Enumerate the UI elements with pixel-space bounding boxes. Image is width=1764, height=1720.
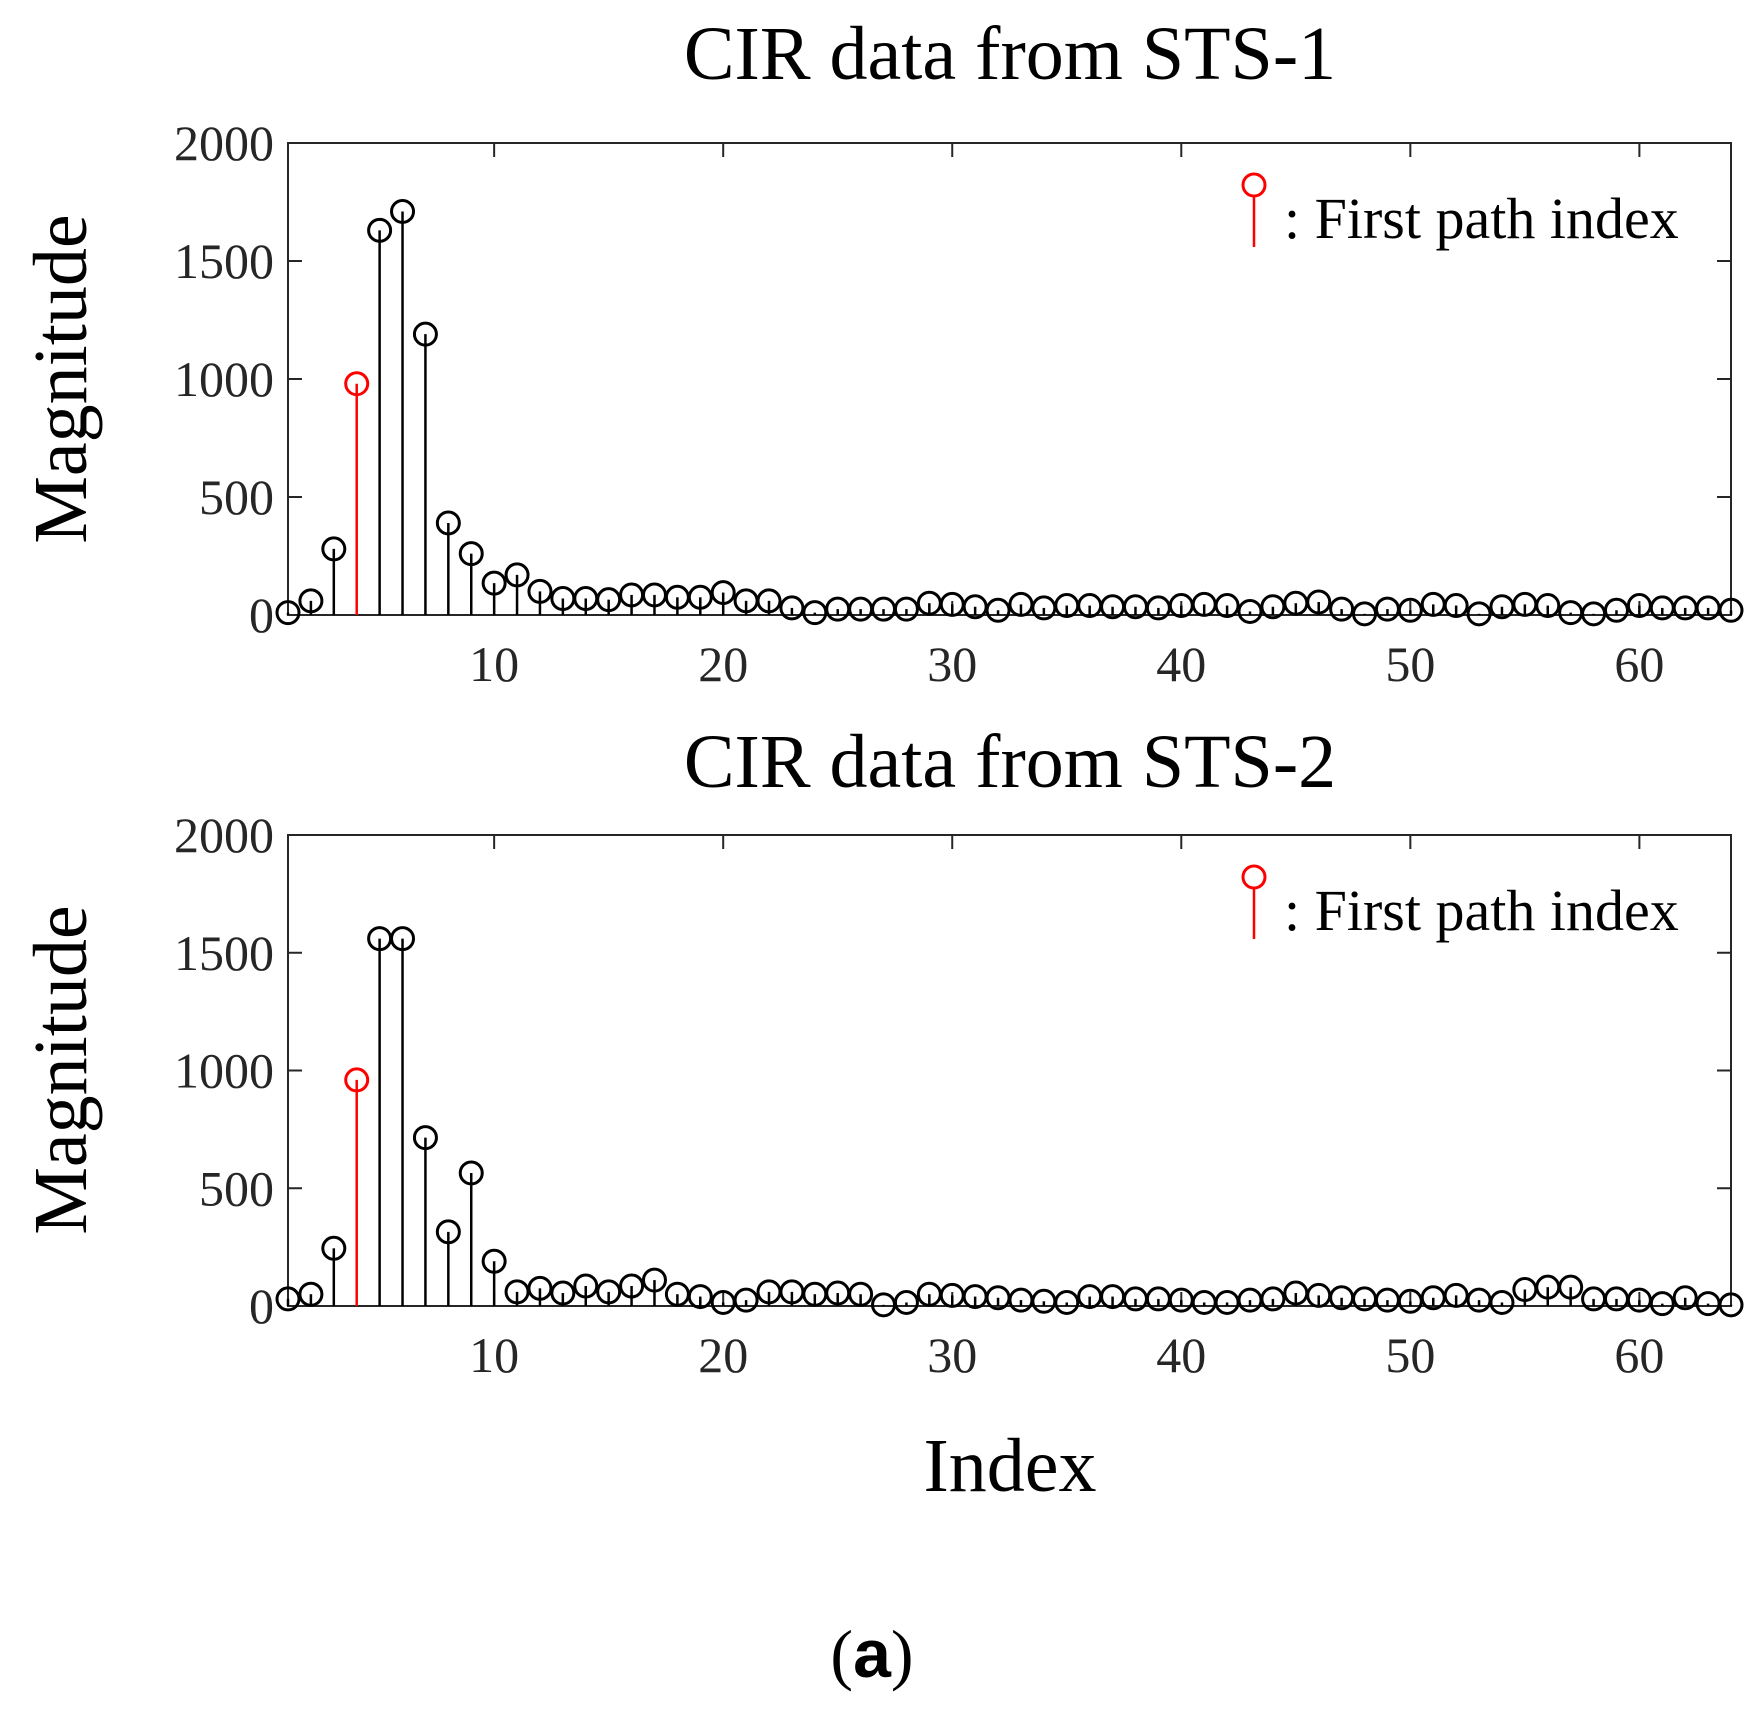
stem-marker xyxy=(321,1235,347,1261)
x-tick-label: 60 xyxy=(1614,1327,1664,1383)
y-tick-label: 0 xyxy=(249,587,274,643)
stem-marker xyxy=(412,321,438,347)
stem-marker xyxy=(1054,1289,1080,1315)
plot-sts-2: 0 500 1000 1500 2000 10 20 30 40 50 60 xyxy=(174,807,1744,1383)
x-axis-label: Index xyxy=(923,1424,1096,1508)
stem-marker xyxy=(504,562,530,588)
stem-marker xyxy=(893,596,919,622)
stem-marker xyxy=(298,588,324,614)
y-tick-label: 500 xyxy=(199,1160,274,1216)
y-tick-label: 2000 xyxy=(174,807,274,863)
x-tick-label: 40 xyxy=(1156,636,1206,692)
stem-marker xyxy=(1558,1274,1584,1300)
y-tick-label: 1000 xyxy=(174,1043,274,1099)
stem-marker xyxy=(435,1219,461,1245)
stem-marker xyxy=(687,584,713,610)
stem-marker xyxy=(573,1273,599,1299)
stem-marker xyxy=(596,587,622,613)
y-tick-label: 1500 xyxy=(174,233,274,289)
x-tick-label: 50 xyxy=(1385,1327,1435,1383)
stem-marker xyxy=(710,580,736,606)
plot-sts-1: 0 500 1000 1500 2000 10 20 30 40 50 60 xyxy=(174,115,1744,692)
stem-marker xyxy=(596,1279,622,1305)
stem-marker xyxy=(1489,1289,1515,1315)
stem-marker xyxy=(1329,596,1355,622)
stem-marker xyxy=(687,1284,713,1310)
x-tick-label: 50 xyxy=(1385,636,1435,692)
legend-marker-circle xyxy=(1241,172,1267,198)
stem-marker xyxy=(412,1125,438,1151)
x-tick-label: 40 xyxy=(1156,1327,1206,1383)
stem-marker xyxy=(367,217,393,243)
y-axis-label-sts-2: Magnitude xyxy=(19,905,103,1234)
y-tick-label: 500 xyxy=(199,469,274,525)
stem-marker xyxy=(390,198,416,224)
stem-marker xyxy=(1466,601,1492,627)
legend-marker xyxy=(1241,864,1267,939)
stem-marker xyxy=(985,597,1011,623)
stem-marker xyxy=(1443,593,1469,619)
first-path-marker xyxy=(344,1067,370,1093)
y-tick-label: 2000 xyxy=(174,115,274,171)
stem-marker xyxy=(1603,597,1629,623)
stem-marker xyxy=(435,510,461,536)
stem-marker xyxy=(1649,1291,1675,1317)
x-tick-label: 20 xyxy=(698,1327,748,1383)
x-tick-label: 30 xyxy=(927,636,977,692)
x-tick-label: 60 xyxy=(1614,636,1664,692)
panel-label-part: ( xyxy=(830,1616,853,1692)
stem-marker xyxy=(481,1248,507,1274)
stem-marker xyxy=(1718,1292,1744,1318)
stem-marker xyxy=(458,1160,484,1186)
stem-marker xyxy=(1443,1282,1469,1308)
stem-marker xyxy=(550,1280,576,1306)
stem-marker xyxy=(1397,597,1423,623)
stem-marker xyxy=(1260,1286,1286,1312)
panel-label-part: a xyxy=(853,1616,892,1692)
y-tick-label: 1500 xyxy=(174,925,274,981)
stem-marker xyxy=(298,1281,324,1307)
x-tick-label: 30 xyxy=(927,1327,977,1383)
chart-title-sts-1: CIR data from STS-1 xyxy=(684,12,1336,96)
stem-marker xyxy=(619,1273,645,1299)
stem-marker xyxy=(1214,593,1240,619)
stem-marker xyxy=(527,1275,553,1301)
stem-marker xyxy=(733,1287,759,1313)
y-axis-label-sts-1: Magnitude xyxy=(19,214,103,543)
stem-marker xyxy=(779,595,805,621)
legend-marker-circle xyxy=(1241,864,1267,890)
stem-marker xyxy=(481,570,507,596)
first-path-marker xyxy=(344,371,370,397)
stem-marker xyxy=(275,1286,301,1312)
stem-marker xyxy=(1352,601,1378,627)
stem-marker xyxy=(756,588,782,614)
stem-marker xyxy=(458,541,484,567)
stem-marker xyxy=(390,926,416,952)
panel-label-part: ) xyxy=(891,1616,914,1692)
x-tick-label: 10 xyxy=(469,1327,519,1383)
panel-label: (a) xyxy=(830,1616,913,1692)
stem-marker xyxy=(1535,593,1561,619)
x-tick-label: 10 xyxy=(469,636,519,692)
chart-title-sts-2: CIR data from STS-2 xyxy=(684,720,1336,804)
legend-label-sts-2: : First path index xyxy=(1284,878,1679,943)
y-tick-label: 0 xyxy=(249,1278,274,1334)
stem-marker xyxy=(321,536,347,562)
x-tick-label: 20 xyxy=(698,636,748,692)
stem-marker xyxy=(275,600,301,626)
stem-marker xyxy=(1718,597,1744,623)
stem-marker xyxy=(893,1289,919,1315)
stem-marker xyxy=(527,578,553,604)
y-tick-label: 1000 xyxy=(174,351,274,407)
legend-label-sts-1: : First path index xyxy=(1284,186,1679,251)
stem-marker xyxy=(848,1281,874,1307)
stem-marker xyxy=(641,1267,667,1293)
stem-marker xyxy=(1306,589,1332,615)
legend-marker xyxy=(1241,172,1267,247)
stem-marker xyxy=(1672,1285,1698,1311)
stem-marker xyxy=(1237,598,1263,624)
